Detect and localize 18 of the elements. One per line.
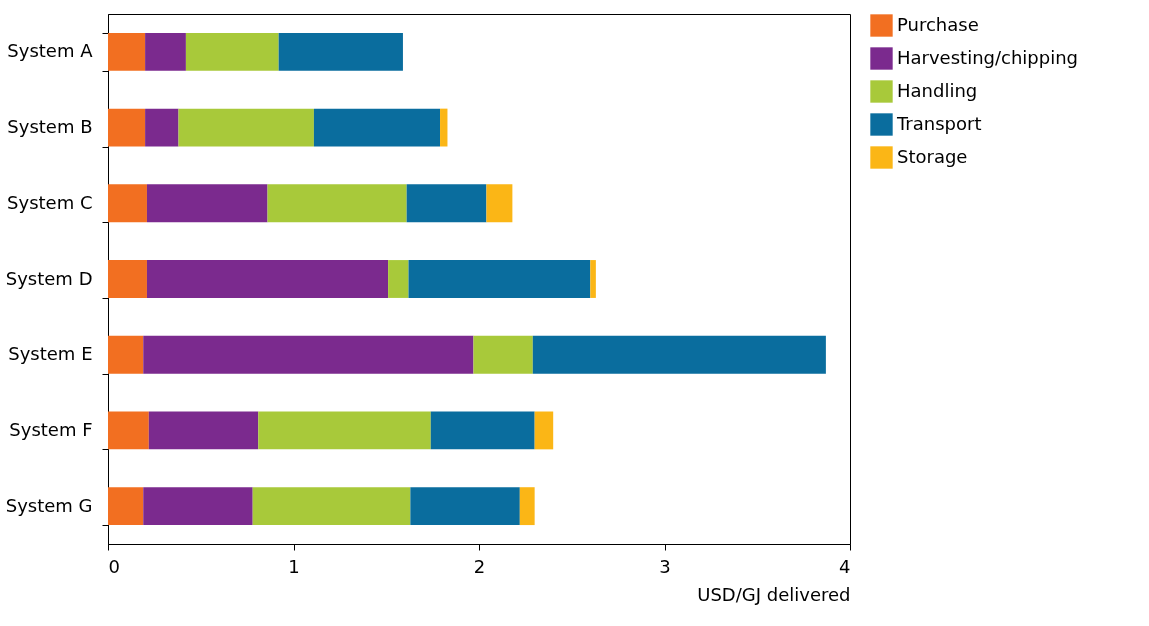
x-tick-label: 3 xyxy=(659,555,671,577)
y-tick-label: System C xyxy=(7,191,93,213)
legend-label: Handling xyxy=(897,79,978,101)
y-tick-label: System D xyxy=(5,267,93,289)
x-tick-label: 2 xyxy=(473,555,486,577)
x-tick-label: 0 xyxy=(108,555,120,577)
x-tick-label: 4 xyxy=(839,555,851,577)
y-tick-label: System B xyxy=(7,116,93,138)
legend-label: Purchase xyxy=(897,13,979,35)
x-axis-title: USD/GJ delivered xyxy=(697,583,851,605)
y-tick-label: System E xyxy=(8,343,93,365)
legend-label: Harvesting/chipping xyxy=(897,46,1079,68)
legend-label: Transport xyxy=(896,112,982,134)
y-tick-label: System A xyxy=(7,40,94,62)
x-tick-label: 1 xyxy=(288,555,300,577)
y-tick-label: System G xyxy=(5,494,93,516)
legend-label: Storage xyxy=(897,145,968,167)
y-tick-label: System F xyxy=(9,418,93,440)
